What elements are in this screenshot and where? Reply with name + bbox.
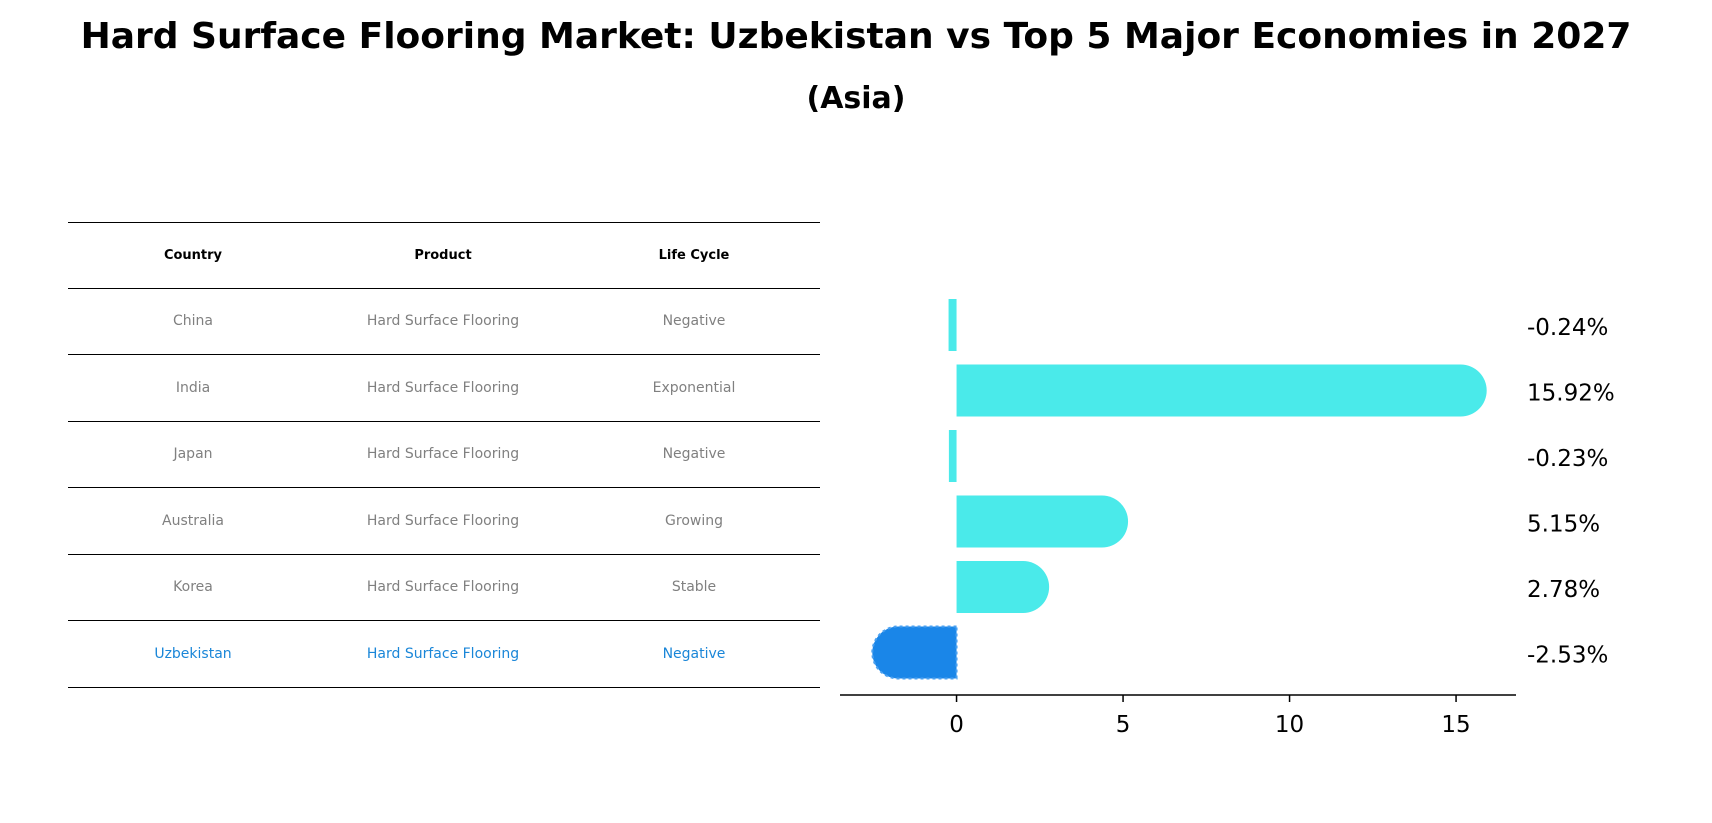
x-tick-label: 15 [1441, 712, 1470, 738]
cell-life-cycle: Exponential [652, 379, 736, 396]
header-country: Country [163, 247, 223, 263]
cell-country: Japan [173, 446, 213, 463]
cell-country: Australia [162, 512, 224, 529]
cell-life-cycle: Negative [662, 313, 726, 330]
bar-india [956, 364, 1487, 417]
table-row: Korea Hard Surface Flooring Stable [68, 555, 820, 621]
cell-product: Hard Surface Flooring [366, 313, 520, 330]
cell-product: Hard Surface Flooring [366, 579, 520, 596]
cell-country: Uzbekistan [154, 645, 232, 662]
cell-life-cycle: Negative [662, 645, 726, 662]
table-row: China Hard Surface Flooring Negative [68, 289, 820, 355]
chart-title: Hard Surface Flooring Market: Uzbekistan… [80, 16, 1632, 57]
x-tick-label: 10 [1275, 712, 1304, 738]
cell-country: China [173, 313, 213, 330]
x-tick-label: 0 [949, 712, 964, 738]
cell-country: Korea [173, 579, 213, 596]
cell-life-cycle: Stable [671, 579, 717, 596]
bar-korea [956, 561, 1050, 613]
bar-uzbekistan [871, 625, 958, 680]
cell-product: Hard Surface Flooring [366, 379, 520, 396]
bar-australia [956, 495, 1129, 548]
table-row: Japan Hard Surface Flooring Negative [68, 422, 820, 488]
cell-product: Hard Surface Flooring [366, 645, 520, 662]
cell-life-cycle: Growing [665, 512, 723, 529]
data-table: Country Product Life Cycle China Hard Su… [68, 222, 820, 688]
cell-life-cycle: Negative [662, 446, 726, 463]
data-label-india: 15.92% [1527, 381, 1615, 407]
data-label-korea: 2.78% [1527, 577, 1600, 603]
cell-product: Hard Surface Flooring [366, 446, 520, 463]
table-row-highlighted: Uzbekistan Hard Surface Flooring Negativ… [68, 621, 820, 688]
chart-subtitle: (Asia) [806, 81, 906, 116]
data-label-australia: 5.15% [1527, 512, 1600, 538]
table-row: India Hard Surface Flooring Exponential [68, 355, 820, 422]
bar-japan [948, 430, 957, 482]
table-header-row: Country Product Life Cycle [68, 222, 820, 289]
header-product: Product [414, 247, 472, 263]
cell-product: Hard Surface Flooring [366, 512, 520, 529]
bar-china [948, 299, 957, 351]
x-tick-label: 5 [1116, 712, 1131, 738]
data-label-japan: -0.23% [1527, 446, 1608, 472]
data-label-china: -0.24% [1527, 315, 1608, 341]
header-life-cycle: Life Cycle [658, 247, 730, 263]
data-label-uzbekistan: -2.53% [1527, 643, 1608, 669]
cell-country: India [175, 379, 211, 396]
table-row: Australia Hard Surface Flooring Growing [68, 488, 820, 555]
